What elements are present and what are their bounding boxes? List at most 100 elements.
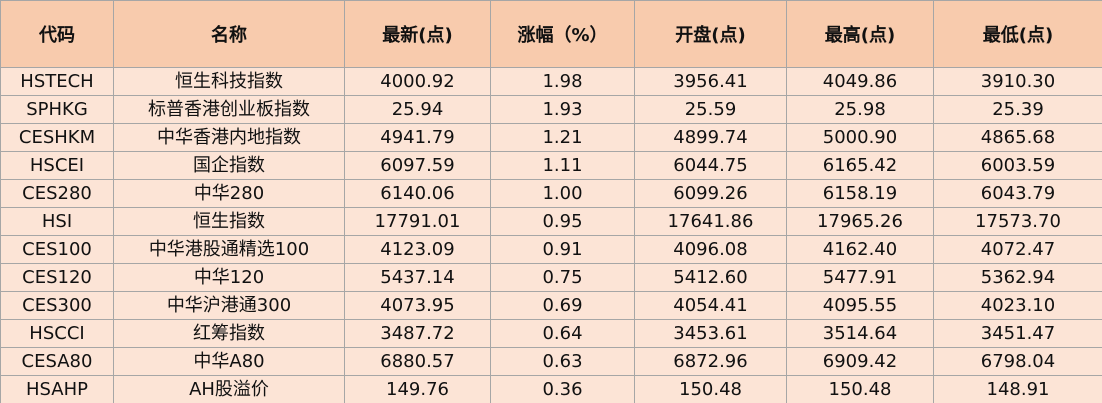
table-cell: CES280 (0, 179, 114, 208)
table-cell: 17965.26 (786, 207, 934, 236)
table-cell: 17791.01 (344, 207, 491, 236)
table-cell: 25.59 (634, 95, 787, 124)
table-cell: 150.48 (634, 375, 787, 403)
table-cell: 4072.47 (933, 235, 1102, 264)
table-cell: CES100 (0, 235, 114, 264)
table-cell: 0.36 (490, 375, 635, 403)
table-row: SPHKG 标普香港创业板指数 25.94 1.93 25.59 25.98 25.39 (0, 95, 1102, 124)
table-cell: 6099.26 (634, 179, 787, 208)
table-cell: 1.11 (490, 151, 635, 180)
table-cell: 红筹指数 (113, 319, 345, 348)
table-cell: 中华A80 (113, 347, 345, 376)
table-cell: 1.21 (490, 123, 635, 152)
table-cell: 标普香港创业板指数 (113, 95, 345, 124)
table-cell: 1.98 (490, 67, 635, 96)
table-cell: 3451.47 (933, 319, 1102, 348)
table-cell: CESHKM (0, 123, 114, 152)
table-cell: 5000.90 (786, 123, 934, 152)
table-cell: 3514.64 (786, 319, 934, 348)
table-cell: 4049.86 (786, 67, 934, 96)
table-cell: 5477.91 (786, 263, 934, 292)
table-cell: 6165.42 (786, 151, 934, 180)
table-row: HSCCI 红筹指数 3487.72 0.64 3453.61 3514.64 3451.4… (0, 319, 1102, 348)
table-cell: 4162.40 (786, 235, 934, 264)
table-cell: 148.91 (933, 375, 1102, 403)
table-cell: 4123.09 (344, 235, 491, 264)
table-row: CES280 中华280 6140.06 1.00 6099.26 6158.19 6043… (0, 179, 1102, 208)
table-cell: 6158.19 (786, 179, 934, 208)
table-cell: 中华120 (113, 263, 345, 292)
table-cell: 中华港股通精选100 (113, 235, 345, 264)
table-cell: 6003.59 (933, 151, 1102, 180)
header-cell: 涨幅（%） (490, 0, 635, 68)
table-cell: 3956.41 (634, 67, 787, 96)
table-cell: 25.98 (786, 95, 934, 124)
table-cell: 4941.79 (344, 123, 491, 152)
table-cell: 中华280 (113, 179, 345, 208)
table-row: CES120 中华120 5437.14 0.75 5412.60 5477.91 5362… (0, 263, 1102, 292)
table-cell: 4073.95 (344, 291, 491, 320)
header-cell: 最高(点) (786, 0, 934, 68)
table-cell: 6880.57 (344, 347, 491, 376)
table-cell: 0.69 (490, 291, 635, 320)
table-cell: 1.00 (490, 179, 635, 208)
table-cell: HSAHP (0, 375, 114, 403)
table-cell: 0.63 (490, 347, 635, 376)
table-cell: 17573.70 (933, 207, 1102, 236)
table-row: HSI 恒生指数 17791.01 0.95 17641.86 17965.26 17573… (0, 207, 1102, 236)
table-cell: 4865.68 (933, 123, 1102, 152)
table-cell: 0.75 (490, 263, 635, 292)
table-cell: 25.39 (933, 95, 1102, 124)
table-cell: 0.91 (490, 235, 635, 264)
header-cell: 名称 (113, 0, 345, 68)
table-cell: HSTECH (0, 67, 114, 96)
table-cell: 25.94 (344, 95, 491, 124)
table-cell: 国企指数 (113, 151, 345, 180)
table-cell: 1.93 (490, 95, 635, 124)
table-cell: 4096.08 (634, 235, 787, 264)
header-row: 代码 名称 最新(点) 涨幅（%） 开盘(点) 最高(点) 最低(点) (0, 0, 1102, 68)
table-cell: 4054.41 (634, 291, 787, 320)
header-cell: 开盘(点) (634, 0, 787, 68)
table-cell: 6909.42 (786, 347, 934, 376)
table-cell: 0.95 (490, 207, 635, 236)
table-cell: HSI (0, 207, 114, 236)
table-cell: 150.48 (786, 375, 934, 403)
table-cell: CES120 (0, 263, 114, 292)
table-row: CES100 中华港股通精选100 4123.09 0.91 4096.08 4162.4… (0, 235, 1102, 264)
table-cell: 149.76 (344, 375, 491, 403)
table-cell: 6043.79 (933, 179, 1102, 208)
table-cell: 恒生科技指数 (113, 67, 345, 96)
table-cell: CES300 (0, 291, 114, 320)
table-cell: 恒生指数 (113, 207, 345, 236)
table-cell: 6097.59 (344, 151, 491, 180)
table-cell: 3487.72 (344, 319, 491, 348)
table-row: CESHKM 中华香港内地指数 4941.79 1.21 4899.74 5000.90 4… (0, 123, 1102, 152)
table-cell: CESA80 (0, 347, 114, 376)
table-cell: 5412.60 (634, 263, 787, 292)
table-cell: HSCEI (0, 151, 114, 180)
table-row: HSCEI 国企指数 6097.59 1.11 6044.75 6165.42 6003.5… (0, 151, 1102, 180)
table-row: CES300 中华沪港通300 4073.95 0.69 4054.41 4095.55 4… (0, 291, 1102, 320)
table-cell: 4095.55 (786, 291, 934, 320)
table-cell: 4899.74 (634, 123, 787, 152)
table-cell: AH股溢价 (113, 375, 345, 403)
table-cell: 0.64 (490, 319, 635, 348)
table-cell: 4023.10 (933, 291, 1102, 320)
table-cell: 6798.04 (933, 347, 1102, 376)
table-cell: 6872.96 (634, 347, 787, 376)
table-body: HSTECH 恒生科技指数 4000.92 1.98 3956.41 4049.86 391… (0, 67, 1102, 403)
table-cell: 6044.75 (634, 151, 787, 180)
header-cell: 代码 (0, 0, 114, 68)
table-cell: 3453.61 (634, 319, 787, 348)
table-row: HSTECH 恒生科技指数 4000.92 1.98 3956.41 4049.86 391… (0, 67, 1102, 96)
header-cell: 最低(点) (933, 0, 1102, 68)
table-cell: SPHKG (0, 95, 114, 124)
table-cell: 17641.86 (634, 207, 787, 236)
table-cell: HSCCI (0, 319, 114, 348)
table-cell: 5362.94 (933, 263, 1102, 292)
table-row: HSAHP AH股溢价 149.76 0.36 150.48 150.48 148.91 (0, 375, 1102, 403)
